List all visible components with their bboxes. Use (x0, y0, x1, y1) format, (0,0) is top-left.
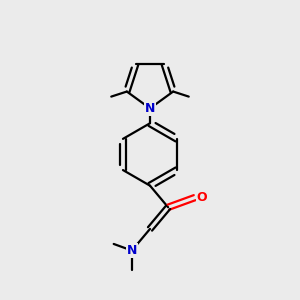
Text: N: N (127, 244, 137, 257)
Text: O: O (196, 191, 207, 204)
Text: N: N (145, 102, 155, 115)
